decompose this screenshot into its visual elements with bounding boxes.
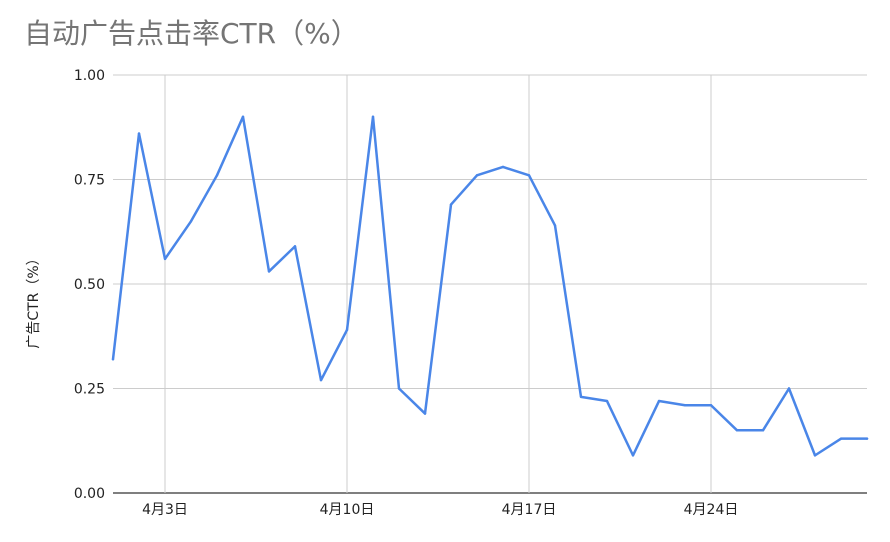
data-point (423, 412, 427, 415)
y-tick-label: 0.50 (74, 277, 105, 293)
x-tick-labels: 4月3日 4月10日 4月17日 4月24日 (142, 502, 738, 518)
data-point (189, 220, 193, 223)
data-point (345, 328, 349, 332)
x-gridlines (164, 75, 712, 493)
data-point (475, 174, 479, 177)
data-point (501, 165, 505, 169)
x-tick-label: 4月17日 (502, 502, 557, 518)
data-point (527, 174, 531, 177)
chart-title: 自动广告点击率CTR（%） (24, 17, 359, 50)
x-tick-label: 4月24日 (684, 502, 739, 518)
data-point (215, 174, 219, 177)
data-point (111, 358, 115, 361)
data-point (267, 270, 271, 273)
data-point (761, 429, 765, 432)
data-point (605, 399, 609, 403)
data-point (371, 115, 375, 119)
series-line (111, 115, 869, 457)
series-group (111, 115, 869, 457)
y-gridlines (113, 74, 867, 494)
x-tick-label: 4月3日 (142, 502, 188, 518)
data-point (137, 132, 141, 135)
data-point (449, 203, 453, 206)
y-tick-label: 1.00 (74, 68, 105, 84)
data-point (683, 404, 687, 407)
data-point (735, 429, 739, 432)
data-point (241, 115, 245, 119)
data-point (657, 399, 661, 403)
x-tick-label: 4月10日 (320, 502, 375, 518)
data-point (865, 437, 869, 440)
data-point (579, 395, 583, 399)
y-tick-label: 0.25 (74, 382, 105, 398)
data-point (709, 404, 713, 407)
data-point (787, 387, 791, 390)
y-tick-labels: 0.00 0.25 0.50 0.75 1.00 (74, 68, 105, 502)
y-axis-title: 广告CTR（%） (26, 251, 42, 348)
data-point (631, 454, 635, 457)
data-point (319, 378, 323, 382)
data-point (293, 245, 297, 248)
data-point (553, 224, 557, 227)
data-point (163, 257, 167, 261)
data-point (397, 387, 401, 390)
y-tick-label: 0.75 (74, 173, 105, 189)
data-point (839, 437, 843, 440)
y-tick-label: 0.00 (74, 486, 105, 502)
data-point (813, 454, 817, 457)
